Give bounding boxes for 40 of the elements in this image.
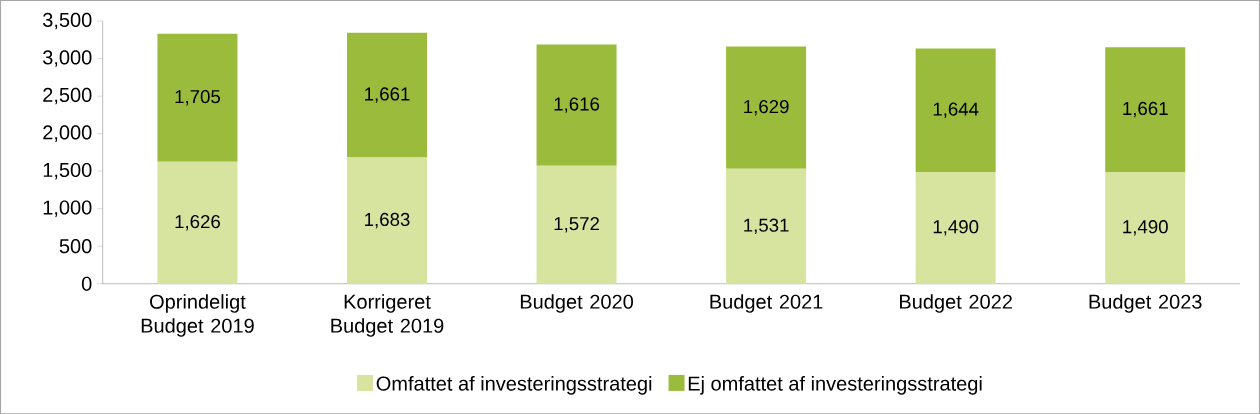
bar xyxy=(726,168,807,284)
x-tick-label: Budget 2021 xyxy=(710,293,823,313)
data-label: 1,683 xyxy=(365,212,410,229)
x-tick-label: Budget 2020 xyxy=(520,293,634,313)
x-tick-label: Korrigeret Budget 2019 xyxy=(331,293,444,337)
y-tick-label: 2,500 xyxy=(43,87,92,105)
y-tick-label: 1,000 xyxy=(43,200,92,217)
x-tick-label: Budget 2022 xyxy=(900,293,1012,313)
data-label: 1,531 xyxy=(744,218,789,234)
data-label: 1,629 xyxy=(744,99,789,116)
bar xyxy=(1105,171,1186,284)
legend-label: Omfattet af investeringsstrategi xyxy=(376,375,652,395)
legend-label: Ej omfattet af investeringsstrategi xyxy=(688,375,982,395)
bar xyxy=(347,157,428,284)
y-tick-label: 0 xyxy=(81,276,92,291)
bar xyxy=(915,48,996,172)
y-tick-label: 2,000 xyxy=(43,125,92,142)
bar xyxy=(157,161,238,284)
bar xyxy=(157,33,238,162)
y-tick-label: 500 xyxy=(59,238,92,254)
y-tick-label: 3,500 xyxy=(42,12,92,30)
data-label: 1,705 xyxy=(175,89,221,106)
x-tick-label: Oprindeligt Budget 2019 xyxy=(141,293,254,337)
data-label: 1,626 xyxy=(175,214,220,231)
y-tick-label: 3,000 xyxy=(42,50,92,67)
data-label: 1,661 xyxy=(1123,101,1168,118)
data-label: 1,572 xyxy=(554,216,599,233)
bar xyxy=(915,171,996,284)
data-label: 1,616 xyxy=(554,97,600,113)
data-label: 1,490 xyxy=(933,219,979,236)
data-label: 1,490 xyxy=(1123,219,1168,236)
bar xyxy=(1105,47,1186,172)
bar xyxy=(536,165,617,284)
data-label: 1,661 xyxy=(365,87,410,103)
bar xyxy=(726,46,807,169)
bar xyxy=(347,32,428,158)
bar xyxy=(536,44,617,166)
x-tick-label: Budget 2023 xyxy=(1089,293,1202,313)
y-tick-label: 1,500 xyxy=(43,162,92,180)
data-label: 1,644 xyxy=(933,102,979,118)
